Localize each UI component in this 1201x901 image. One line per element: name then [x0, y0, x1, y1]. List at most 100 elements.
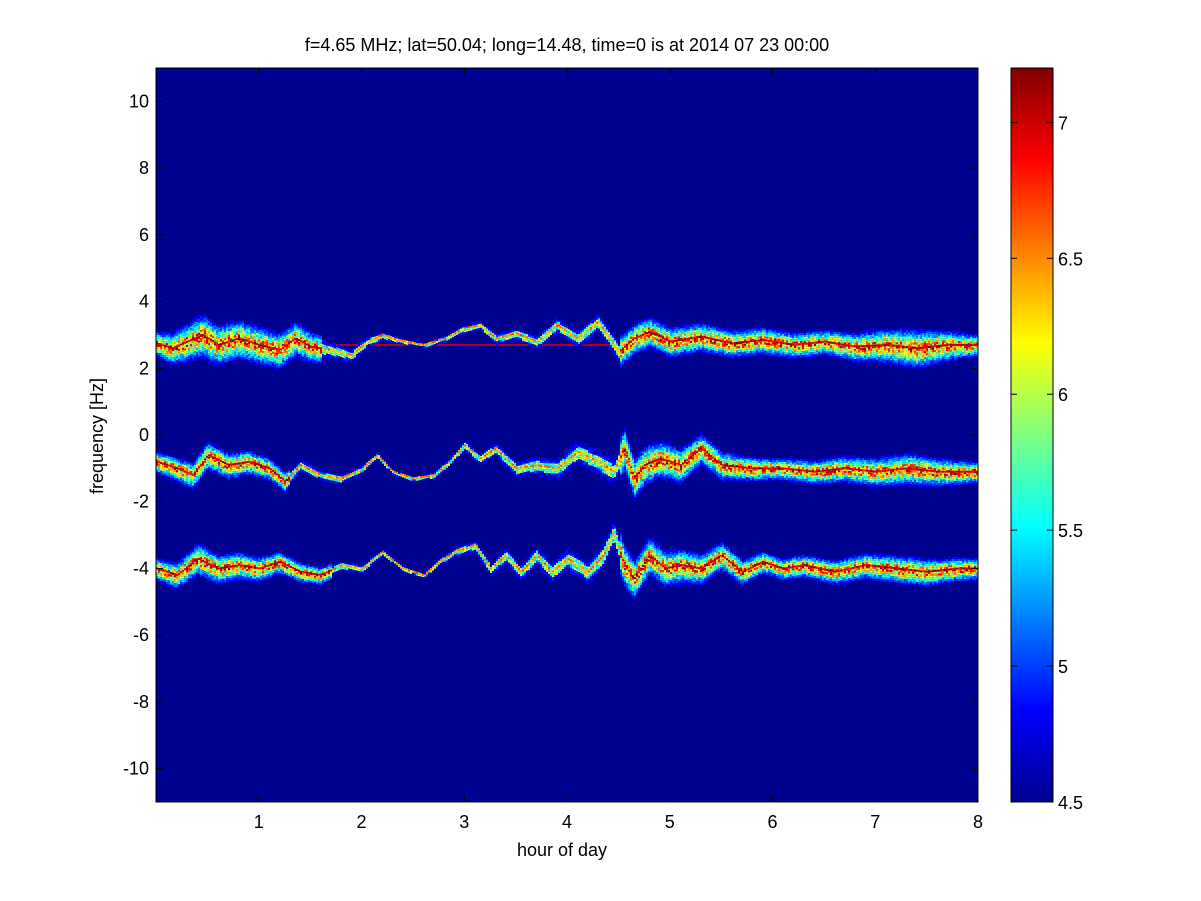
band-cell: [244, 324, 246, 327]
band-cell: [282, 344, 284, 347]
band-cell: [624, 339, 626, 342]
band-cell: [850, 338, 852, 341]
band-cell: [840, 348, 842, 351]
band-cell: [476, 326, 478, 329]
band-cell: [244, 356, 246, 359]
band-cell: [644, 341, 646, 344]
band-cell: [746, 339, 748, 342]
band-cell: [700, 341, 702, 344]
band-cell: [270, 345, 272, 348]
band-cell: [888, 362, 890, 365]
band-cell: [866, 357, 868, 360]
band-cell: [518, 331, 520, 334]
band-cell: [600, 319, 602, 322]
band-cell: [248, 354, 250, 356]
band-cell: [874, 358, 876, 361]
band-cell: [494, 332, 496, 335]
band-cell: [214, 347, 216, 350]
band-cell: [232, 356, 234, 358]
band-cell: [546, 338, 548, 341]
band-cell: [890, 342, 892, 345]
band-cell: [624, 347, 626, 350]
band-cell: [640, 327, 642, 329]
band-cell: [240, 331, 242, 333]
band-cell: [828, 355, 830, 358]
band-cell: [230, 354, 232, 357]
band-cell: [504, 332, 506, 335]
band-cell: [676, 348, 678, 351]
band-cell: [588, 323, 590, 326]
band-cell: [840, 332, 842, 335]
band-cell: [272, 341, 274, 344]
band-cell: [174, 343, 176, 346]
band-cell: [774, 334, 776, 337]
band-cell: [862, 338, 864, 340]
band-cell: [274, 354, 276, 357]
band-cell: [622, 343, 624, 346]
band-core-cell: [904, 345, 906, 348]
band-cell: [534, 342, 536, 345]
band-cell: [864, 333, 866, 336]
band-cell: [602, 334, 604, 336]
band-cell: [584, 326, 586, 329]
band-cell: [804, 340, 806, 343]
band-cell: [498, 340, 500, 343]
band-cell: [816, 335, 818, 338]
band-cell: [664, 346, 666, 349]
band-cell: [208, 357, 210, 360]
band-cell: [278, 357, 280, 360]
band-cell: [800, 349, 802, 352]
band-cell: [546, 340, 548, 343]
band-cell: [306, 347, 308, 350]
band-cell: [754, 344, 756, 347]
band-cell: [236, 322, 238, 325]
band-cell: [652, 318, 654, 321]
band-cell: [672, 347, 674, 350]
band-cell: [270, 363, 272, 366]
band-cell: [650, 321, 652, 324]
band-cell: [232, 324, 234, 326]
band-cell: [832, 355, 834, 358]
band-cell: [226, 353, 228, 356]
band-core-cell: [578, 336, 580, 339]
band-cell: [788, 332, 790, 335]
band-cell: [190, 330, 192, 333]
band-cell: [878, 339, 880, 342]
band-cell: [864, 339, 866, 342]
band-core-cell: [700, 335, 702, 338]
band-cell: [664, 352, 666, 355]
band-cell: [634, 335, 636, 338]
band-cell: [820, 337, 822, 340]
band-core-cell: [314, 346, 316, 349]
band-cell: [224, 324, 226, 327]
band-cell: [668, 346, 670, 349]
band-cell: [716, 343, 718, 346]
band-cell: [888, 330, 890, 333]
band-cell: [782, 351, 784, 354]
band-cell: [198, 342, 200, 345]
band-cell: [652, 344, 654, 347]
band-cell: [226, 333, 228, 336]
band-cell: [876, 341, 878, 344]
band-cell: [340, 352, 342, 355]
band-cell: [228, 337, 230, 340]
band-cell: [870, 340, 872, 343]
band-cell: [694, 330, 696, 333]
band-cell: [250, 358, 252, 361]
band-cell: [834, 335, 836, 338]
band-cell: [168, 339, 170, 342]
band-cell: [760, 326, 762, 329]
band-cell: [846, 342, 848, 345]
band-cell: [798, 353, 800, 356]
band-cell: [838, 338, 840, 341]
band-cell: [276, 343, 278, 346]
band-cell: [352, 350, 354, 353]
band-cell: [256, 323, 258, 325]
band-cell: [784, 352, 786, 355]
band-cell: [852, 351, 854, 353]
band-cell: [646, 346, 648, 349]
band-cell: [334, 352, 336, 355]
band-cell: [192, 346, 194, 349]
band-cell: [558, 319, 560, 322]
band-cell: [240, 333, 242, 335]
